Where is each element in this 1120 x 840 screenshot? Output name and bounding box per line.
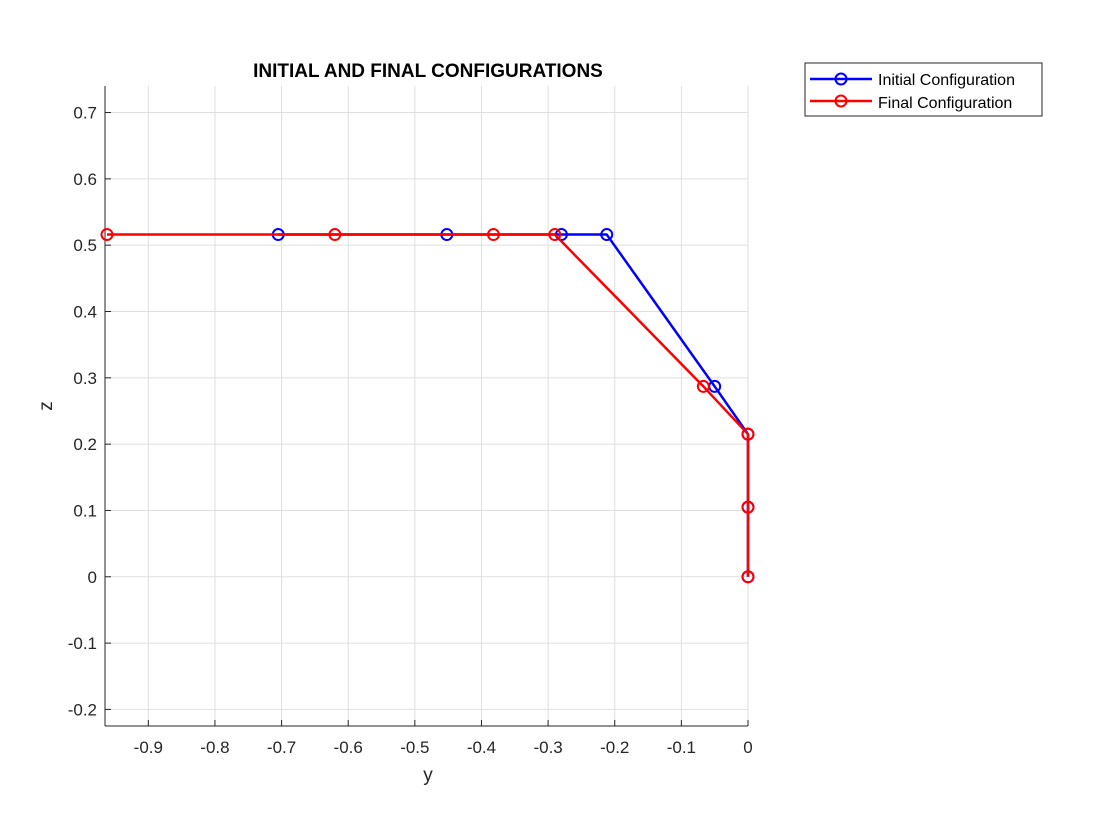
data-point — [100, 228, 114, 242]
legend-marker-final — [834, 94, 848, 108]
series-final — [100, 228, 755, 584]
x-tick-label: -0.4 — [467, 738, 496, 757]
legend-box — [804, 62, 1043, 117]
x-tick-label: -0.3 — [533, 738, 562, 757]
data-point — [741, 500, 755, 514]
data-point — [696, 379, 710, 393]
x-tick-label: -0.5 — [400, 738, 429, 757]
data-point — [328, 228, 342, 242]
y-tick-label: -0.2 — [68, 700, 97, 719]
legend-label-final: Final Configuration — [878, 95, 1012, 112]
series-line — [106, 233, 750, 577]
data-point — [486, 228, 500, 242]
y-tick-label: 0 — [88, 568, 97, 587]
axes — [104, 86, 749, 727]
tick-labels: -0.9 -0.8 -0.7 -0.6 -0.5 -0.4 -0.3 -0.2 -0.1 0 -0.… — [68, 104, 753, 757]
x-tick-label: -0.9 — [134, 738, 163, 757]
data-point — [600, 228, 614, 242]
legend-marker-initial — [834, 72, 848, 86]
data-point — [741, 570, 755, 584]
chart-title: INITIAL AND FINAL CONFIGURATIONS — [253, 61, 603, 82]
grid — [105, 86, 749, 726]
y-tick-label: 0.6 — [73, 170, 97, 189]
y-tick-label: 0.5 — [73, 236, 97, 255]
x-tick-label: -0.6 — [334, 738, 363, 757]
x-tick-label: -0.2 — [600, 738, 629, 757]
x-tick-label: -0.7 — [267, 738, 296, 757]
plot-area — [105, 86, 748, 726]
y-tick-label: 0.2 — [73, 435, 97, 454]
y-tick-label: -0.1 — [68, 634, 97, 653]
y-tick-label: 0.1 — [73, 501, 97, 520]
data-point — [548, 228, 562, 242]
data-point — [741, 427, 755, 441]
x-tick-label: -0.1 — [667, 738, 696, 757]
x-tick-label: -0.8 — [200, 738, 229, 757]
series-layer — [100, 228, 755, 584]
y-axis-label: z — [36, 401, 57, 411]
x-tick-label: 0 — [743, 738, 752, 757]
y-tick-label: 0.3 — [73, 369, 97, 388]
y-tick-label: 0.7 — [73, 104, 97, 123]
y-tick-label: 0.4 — [73, 302, 97, 321]
legend-label-initial: Initial Configuration — [878, 72, 1015, 89]
legend: Initial Configuration Final Configuratio… — [804, 62, 1043, 117]
x-axis-label: y — [423, 765, 433, 786]
